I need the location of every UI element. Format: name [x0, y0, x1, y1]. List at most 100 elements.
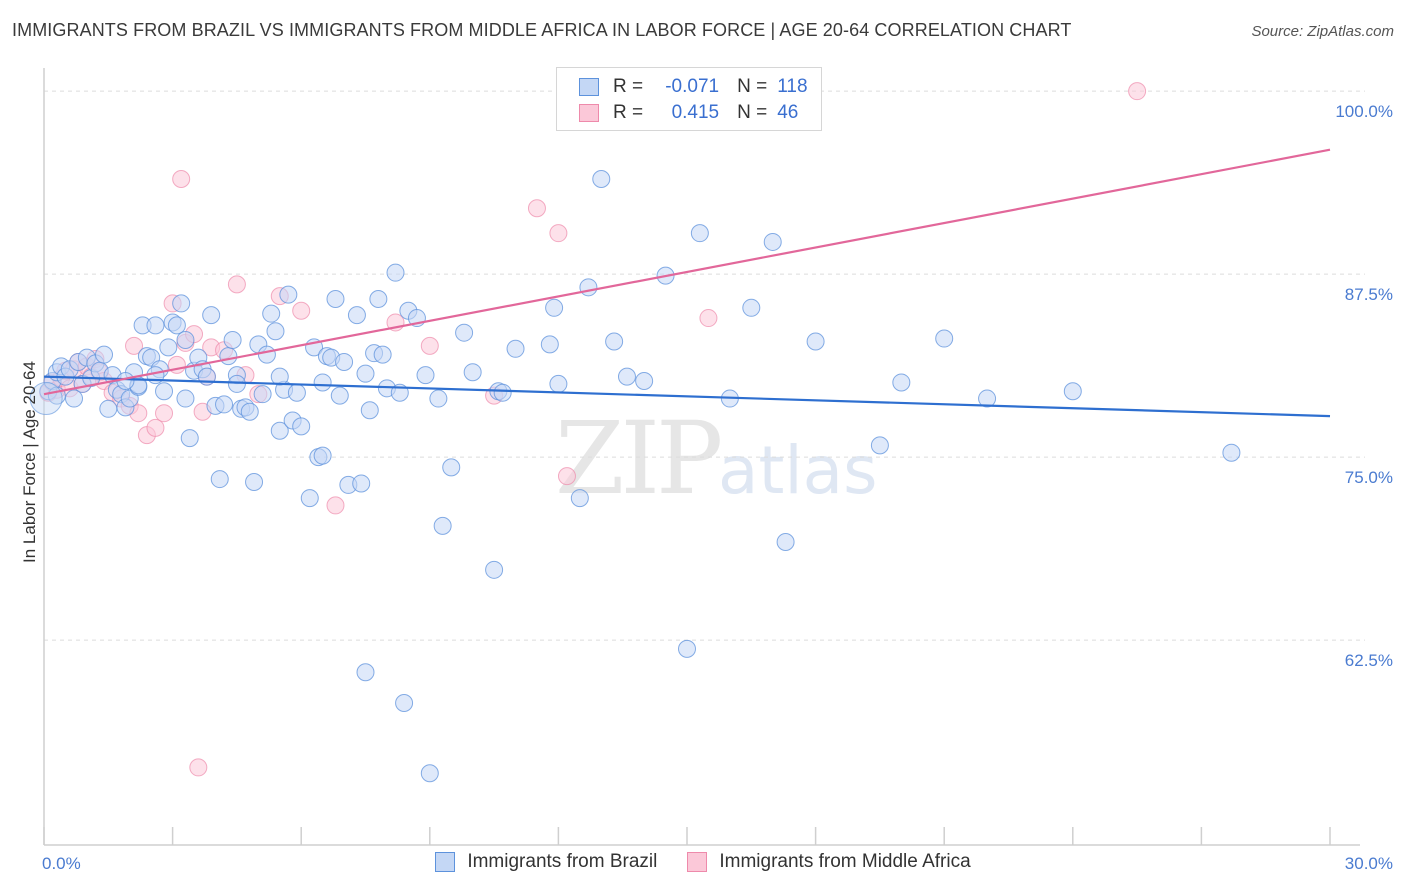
brazil-point [326, 290, 345, 309]
legend-item-brazil[interactable]: Immigrants from Brazil [435, 851, 657, 873]
brazil-point [635, 371, 654, 390]
brazil-point [592, 169, 611, 188]
brazil-point [313, 446, 332, 465]
brazil-point [219, 347, 238, 366]
brazil-point-large [29, 382, 63, 416]
brazil-point [605, 332, 624, 351]
brazil-point [253, 385, 272, 404]
legend-r-label: R = [613, 76, 644, 97]
africa-point [326, 496, 345, 515]
legend-item-africa[interactable]: Immigrants from Middle Africa [687, 851, 971, 873]
africa-point [146, 418, 165, 437]
brazil-legend-swatch [435, 852, 456, 872]
brazil-trend-line [43, 375, 1331, 418]
brazil-point [270, 421, 289, 440]
africa-r-value: 0.415 [671, 102, 720, 123]
brazil-point [442, 458, 461, 477]
y-tick-label: 100.0% [1335, 102, 1393, 121]
brazil-point [763, 232, 782, 251]
watermark-atlas: atlas [718, 432, 878, 509]
brazil-point [262, 304, 281, 323]
africa-point [292, 301, 311, 320]
brazil-swatch [579, 78, 599, 96]
brazil-point [978, 389, 997, 408]
africa-point [420, 336, 439, 355]
brazil-point [116, 371, 135, 390]
africa-point [155, 404, 174, 423]
brazil-point [429, 389, 448, 408]
brazil-point [1063, 382, 1082, 401]
brazil-point [678, 639, 696, 658]
brazil-point [279, 285, 298, 304]
y-tick-label: 87.5% [1345, 285, 1393, 304]
brazil-point [172, 294, 191, 313]
africa-trend-line [43, 148, 1331, 396]
brazil-point [227, 374, 246, 393]
brazil-point [176, 389, 195, 408]
brazil-point [159, 338, 178, 357]
africa-point [699, 309, 718, 328]
legend-r-label: R = [613, 102, 644, 123]
brazil-point [1222, 443, 1241, 462]
brazil-point [493, 383, 512, 402]
brazil-point [95, 345, 114, 364]
brazil-point [806, 332, 825, 351]
brazil-point [540, 335, 559, 354]
legend-row-brazil: R = -0.071 N = 118 [579, 75, 808, 99]
brazil-point [545, 298, 564, 317]
legend-n-label: N = [737, 102, 768, 123]
chart-title: IMMIGRANTS FROM BRAZIL VS IMMIGRANTS FRO… [12, 20, 1072, 40]
brazil-point [870, 436, 889, 455]
brazil-point [360, 401, 379, 420]
africa-point [172, 169, 191, 188]
legend-row-africa: R = 0.415 N = 46 [579, 101, 798, 125]
brazil-point [176, 331, 195, 350]
brazil-point [215, 395, 234, 414]
brazil-points [29, 169, 1241, 783]
brazil-point [245, 472, 264, 491]
brazil-point [99, 399, 118, 418]
x-tick-label: 0.0% [42, 854, 81, 873]
series-legend: Immigrants from Brazil Immigrants from M… [0, 851, 1406, 873]
brazil-point [579, 278, 598, 297]
africa-point [527, 199, 546, 218]
brazil-point [570, 489, 589, 508]
africa-point [227, 275, 246, 294]
brazil-point [356, 364, 375, 383]
africa-point [557, 467, 576, 486]
brazil-point [202, 306, 221, 325]
brazil-point [356, 663, 375, 682]
brazil-point [935, 329, 954, 348]
brazil-point [455, 323, 474, 342]
brazil-point [146, 316, 165, 335]
africa-point [1128, 82, 1147, 101]
brazil-point [167, 316, 186, 335]
brazil-point [463, 363, 482, 382]
correlation-legend: R = -0.071 N = 118 R = 0.415 N = 46 [556, 67, 822, 131]
africa-point [125, 336, 144, 355]
brazil-point [352, 474, 371, 493]
brazil-point [300, 489, 319, 508]
brazil-point [330, 386, 349, 405]
africa-points [39, 82, 1147, 777]
brazil-point [420, 764, 439, 783]
brazil-n-value: 118 [777, 76, 808, 97]
legend-n-label: N = [737, 76, 768, 97]
brazil-r-value: -0.071 [665, 76, 720, 97]
brazil-point [155, 382, 174, 401]
y-tick-label: 75.0% [1345, 468, 1393, 487]
brazil-point [386, 263, 405, 282]
brazil-point [690, 224, 709, 243]
brazil-point [369, 290, 388, 309]
brazil-point [485, 560, 504, 579]
source-credit: Source: ZipAtlas.com [1251, 23, 1394, 40]
y-tick-label: 62.5% [1345, 651, 1393, 670]
brazil-point [892, 373, 911, 392]
axes [43, 68, 1360, 846]
africa-point [549, 224, 568, 243]
brazil-point [257, 345, 276, 364]
brazil-point [313, 373, 332, 392]
brazil-point [549, 374, 568, 393]
brazil-point [292, 417, 311, 436]
